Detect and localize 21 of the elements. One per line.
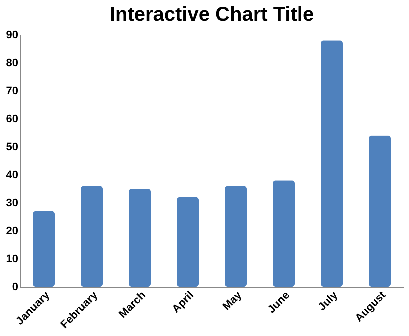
bar — [273, 180, 295, 287]
bar — [33, 211, 55, 287]
y-tick-label: 90 — [6, 30, 18, 42]
y-tick-label: 80 — [6, 58, 18, 70]
bar — [225, 186, 247, 287]
y-tick-label: 60 — [6, 114, 18, 126]
bar — [369, 136, 391, 287]
y-tick-label: 30 — [6, 198, 18, 210]
x-tick-label: May — [220, 288, 246, 314]
y-tick-label: 20 — [6, 226, 18, 238]
bar — [81, 186, 103, 287]
y-tick-label: 10 — [6, 254, 18, 266]
y-tick-label: 0 — [12, 282, 18, 294]
bar — [177, 197, 199, 287]
chart-title: Interactive Chart Title — [110, 4, 314, 26]
y-tick-label: 50 — [6, 142, 18, 154]
y-tick-label: 40 — [6, 170, 18, 182]
x-tick-label: July — [316, 288, 342, 314]
y-tick-label: 70 — [6, 86, 18, 98]
bar — [129, 189, 151, 287]
bar — [321, 40, 343, 287]
